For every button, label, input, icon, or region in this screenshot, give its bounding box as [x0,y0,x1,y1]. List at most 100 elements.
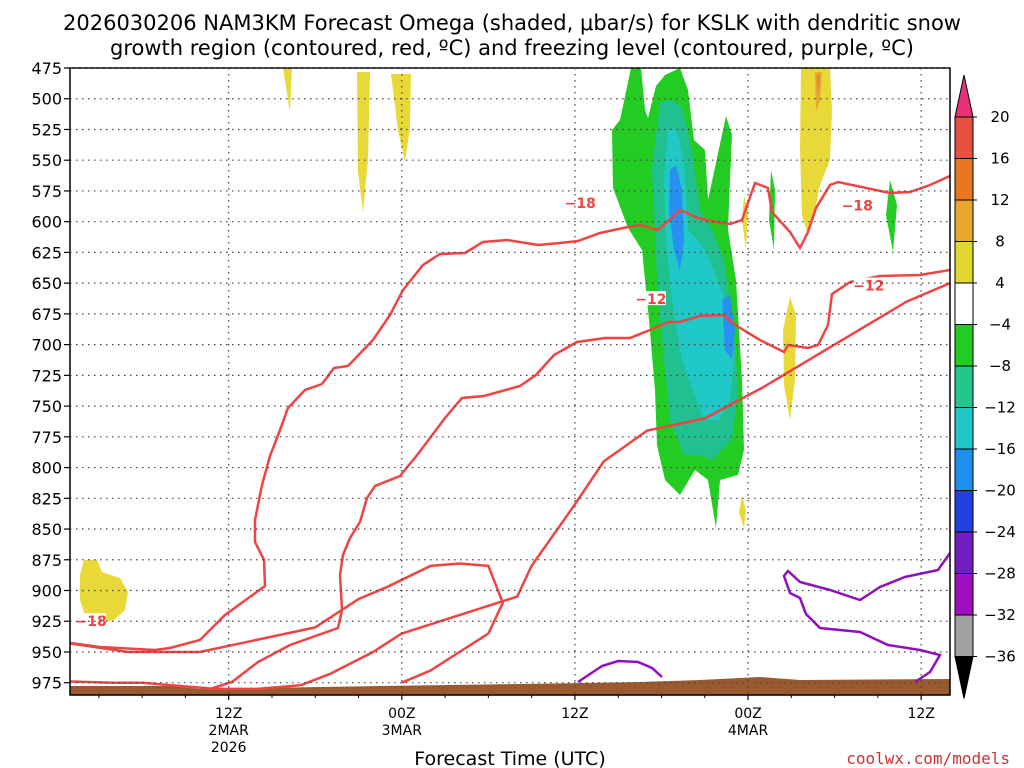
y-tick-label: 825 [31,489,62,508]
y-tick-label: 475 [31,59,62,78]
y-tick-label: 600 [31,213,62,232]
y-tick-label: 800 [31,459,62,478]
y-tick-label: 925 [31,612,62,631]
x-tick-label: 12Z [215,706,242,722]
contour-label: −18 [565,196,596,212]
y-tick-label: 650 [31,274,62,293]
y-tick-label: 725 [31,366,62,385]
omega-positive-region [283,68,292,112]
contour-label: −12 [635,292,666,308]
omega-positive-region [739,496,746,528]
x-tick-label: 2MAR [209,723,250,739]
omega-positive-region [800,68,832,235]
chart-title-line2: growth region (contoured, red, ºC) and f… [110,36,914,60]
y-tick-label: 700 [31,336,62,355]
colorbar-label: −28 [984,565,1016,583]
y-tick-label: 875 [31,551,62,570]
omega-positive-region [817,75,820,95]
colorbar-swatch [954,116,974,159]
x-tick-label: 00Z [734,706,761,722]
y-axis: 475 500 525 550 575 600 625 650 675 700 725 750 775 8… [31,59,70,693]
y-tick-label: 575 [31,182,62,201]
dgz-contour-0 [69,562,505,684]
omega-negative-region [669,165,684,270]
y-tick-label: 675 [31,305,62,324]
freezing-level-contour [782,552,952,684]
x-axis-label: Forecast Time (UTC) [414,748,605,768]
colorbar-label: 8 [995,233,1005,251]
colorbar-swatch [954,365,974,408]
colorbar-label: 12 [990,191,1009,209]
terrain-surface [70,677,950,695]
dgz-contour-1 [69,281,951,691]
y-tick-label: 900 [31,582,62,601]
chart-title-line1: 2026030206 NAM3KM Forecast Omega (shaded… [63,11,961,35]
y-tick-label: 550 [31,151,62,170]
y-tick-label: 950 [31,643,62,662]
y-tick-label: 775 [31,428,62,447]
x-tick-label: 2026 [211,740,247,756]
x-tick-label: 12Z [907,706,934,722]
omega-positive-region [391,74,411,162]
colorbar-label: −12 [984,399,1016,417]
contour-label-bg [76,613,107,628]
contour-label-bg [853,277,884,292]
colorbar-label: 16 [990,150,1009,168]
omega-shading [80,68,897,622]
colorbar: 20 16 12 8 4 −4 −8 −12 −16 −20 −24 −28 −32 −36 [954,74,1016,699]
colorbar-label: 4 [995,274,1005,292]
contour-label-bg [565,195,596,210]
y-tick-label: 525 [31,120,62,139]
freezing-level-contour [577,659,663,684]
plot-frame [69,67,951,696]
colorbar-top-triangle [954,74,974,118]
dgz-contours [69,281,951,691]
contour-label: −18 [842,199,873,215]
colorbar-label: −32 [984,606,1016,624]
colorbar-swatch [954,199,974,242]
x-tick-label: 00Z [388,706,415,722]
contour-label: −18 [76,614,107,630]
colorbar-swatch [954,448,974,491]
omega-negative-region [722,295,735,360]
colorbar-label: −20 [984,482,1016,500]
colorbar-bottom-triangle [954,656,974,699]
contour-label-bg [635,291,666,306]
x-tick-label: 4MAR [728,723,769,739]
omega-negative-region [886,180,897,252]
colorbar-label: −8 [989,357,1011,375]
contour-label: −12 [853,279,884,295]
y-tick-label: 625 [31,243,62,262]
colorbar-swatch [954,490,974,533]
colorbar-label: −36 [984,648,1016,666]
colorbar-swatch [954,324,974,367]
colorbar-label: 20 [990,108,1009,126]
y-tick-label: 750 [31,397,62,416]
credit-text: coolwx.com/models [846,749,1010,768]
y-tick-label: 850 [31,520,62,539]
y-tick-label: 500 [31,90,62,109]
colorbar-swatch [954,282,974,325]
x-tick-label: 12Z [561,706,588,722]
colorbar-swatch [954,573,974,616]
omega-positive-region [815,72,822,112]
contour-label-bg [842,197,873,212]
omega-positive-region [783,297,796,420]
colorbar-label: −16 [984,440,1016,458]
dgz-contour-minus18-left [69,174,951,652]
colorbar-swatch [954,158,974,201]
omega-positive-region [80,560,128,622]
colorbar-label: −4 [989,316,1011,334]
colorbar-label: −24 [984,523,1016,541]
colorbar-swatch [954,407,974,450]
colorbar-swatch [954,531,974,574]
colorbar-swatch [954,241,974,284]
colorbar-swatch [954,614,974,657]
grid-lines [70,67,950,695]
x-tick-label: 3MAR [382,723,423,739]
y-tick-label: 975 [31,674,62,693]
contour-labels: −18 −18 −12 −18 −12 [76,195,884,630]
omega-positive-region [357,72,370,212]
